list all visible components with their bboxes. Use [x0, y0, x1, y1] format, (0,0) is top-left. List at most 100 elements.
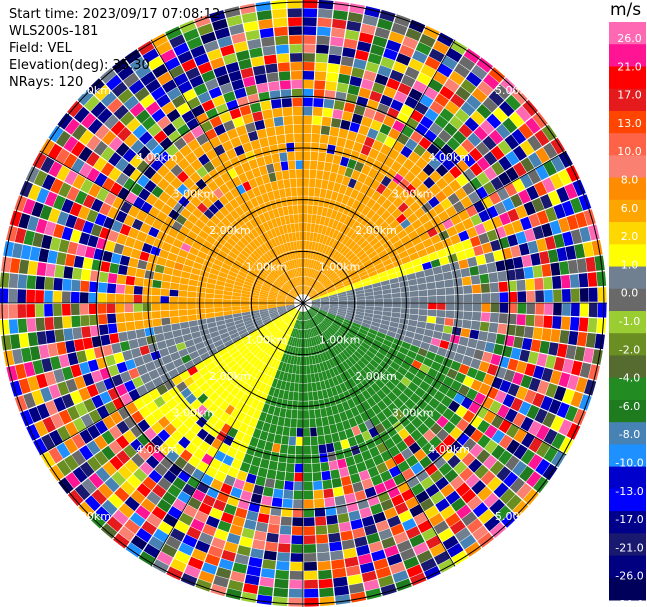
radar-gate: [361, 570, 377, 583]
radar-gate: [127, 474, 142, 489]
radar-gate: [527, 351, 539, 365]
radar-gate: [247, 231, 256, 241]
radar-gate: [408, 365, 419, 376]
radar-gate: [521, 432, 535, 448]
radar-gate: [569, 274, 580, 288]
radar-gate: [215, 103, 229, 116]
radar-gate: [225, 415, 236, 427]
radar-gate: [239, 461, 251, 473]
radar-gate: [109, 182, 123, 196]
radar-gate: [333, 441, 343, 452]
radar-gate: [305, 329, 309, 339]
radar-gate: [515, 231, 527, 245]
radar-gate: [227, 495, 240, 507]
radar-gate: [351, 339, 361, 348]
radar-gate: [562, 231, 574, 247]
radar-gate: [113, 104, 129, 120]
radar-gate: [319, 310, 328, 315]
radar-gate: [444, 78, 460, 93]
radar-gate: [232, 306, 241, 311]
radar-gate: [224, 318, 234, 324]
radar-gate: [333, 278, 342, 285]
radar-gate: [313, 98, 324, 108]
radar-gate: [430, 491, 445, 505]
radar-gate: [495, 123, 511, 139]
radar-gate: [117, 187, 131, 201]
radar-gate: [339, 223, 348, 234]
radar-gate: [234, 206, 245, 217]
radar-gate: [436, 248, 447, 259]
radar-gate: [467, 338, 478, 349]
radar-gate: [267, 304, 277, 307]
radar-gate: [366, 408, 376, 419]
radar-gate: [329, 301, 339, 303]
radar-gate: [326, 388, 334, 398]
radar-gate: [463, 438, 477, 452]
radar-gate: [373, 558, 389, 570]
radar-gate: [56, 252, 67, 266]
radar-gate: [415, 42, 432, 56]
radar-gate: [520, 216, 532, 231]
radar-gate: [252, 264, 262, 272]
radar-gate: [122, 350, 133, 361]
radar-gate: [187, 96, 201, 110]
radar-gate: [486, 262, 497, 273]
radar-gate: [144, 327, 155, 337]
radar-gate: [185, 442, 198, 455]
radar-gate: [309, 308, 317, 315]
radar-gate: [429, 100, 444, 115]
radar-gate: [195, 361, 206, 371]
radar-gate: [368, 223, 379, 234]
radar-gate: [286, 242, 292, 252]
radar-gate: [93, 157, 108, 172]
radar-gate: [423, 268, 434, 277]
radar-gate: [307, 320, 312, 329]
radar-gate: [386, 330, 397, 338]
radar-gate: [327, 218, 335, 228]
radar-gate: [382, 356, 393, 366]
radar-gate: [27, 332, 39, 347]
radar-gate: [254, 74, 268, 85]
radar-gate: [189, 325, 200, 333]
radar-gate: [303, 213, 308, 223]
radar-gate: [178, 249, 189, 259]
radar-gate: [480, 120, 495, 135]
radar-gate: [244, 574, 260, 586]
radar-gate: [324, 267, 331, 276]
radar-gate: [495, 260, 506, 272]
radar-gate: [236, 411, 247, 423]
radar-gate: [488, 90, 505, 107]
radar-gate: [374, 217, 385, 227]
radar-gate: [439, 85, 455, 100]
radar-gate: [425, 275, 435, 283]
radar-gate: [77, 89, 94, 106]
radar-gate: [336, 287, 345, 292]
radar-gate: [264, 478, 275, 488]
radar-gate: [280, 197, 288, 207]
radar-gate: [561, 316, 571, 330]
radar-gate: [228, 251, 238, 260]
radar-gate: [525, 278, 535, 291]
radar-gate: [296, 428, 303, 437]
radar-gate: [266, 469, 277, 480]
radar-gate: [270, 327, 278, 335]
radar-gate: [176, 170, 189, 183]
radar-gate: [259, 363, 268, 373]
radar-gate: [380, 175, 392, 187]
radar-gate: [82, 220, 94, 234]
radar-gate: [403, 355, 415, 365]
radar-gate: [42, 174, 56, 191]
radar-gate: [407, 278, 418, 286]
radar-gate: [288, 364, 294, 374]
radar-gate: [389, 561, 406, 575]
radar-gate: [285, 300, 295, 303]
radar-gate: [310, 259, 315, 269]
radar-gate: [322, 279, 331, 286]
radar-gate: [416, 277, 427, 285]
radar-gate: [191, 548, 207, 562]
radar-gate: [382, 396, 393, 407]
radar-gate: [318, 274, 326, 283]
radar-gate: [303, 356, 307, 366]
radar-gate: [84, 246, 96, 259]
radar-gate: [98, 282, 108, 293]
